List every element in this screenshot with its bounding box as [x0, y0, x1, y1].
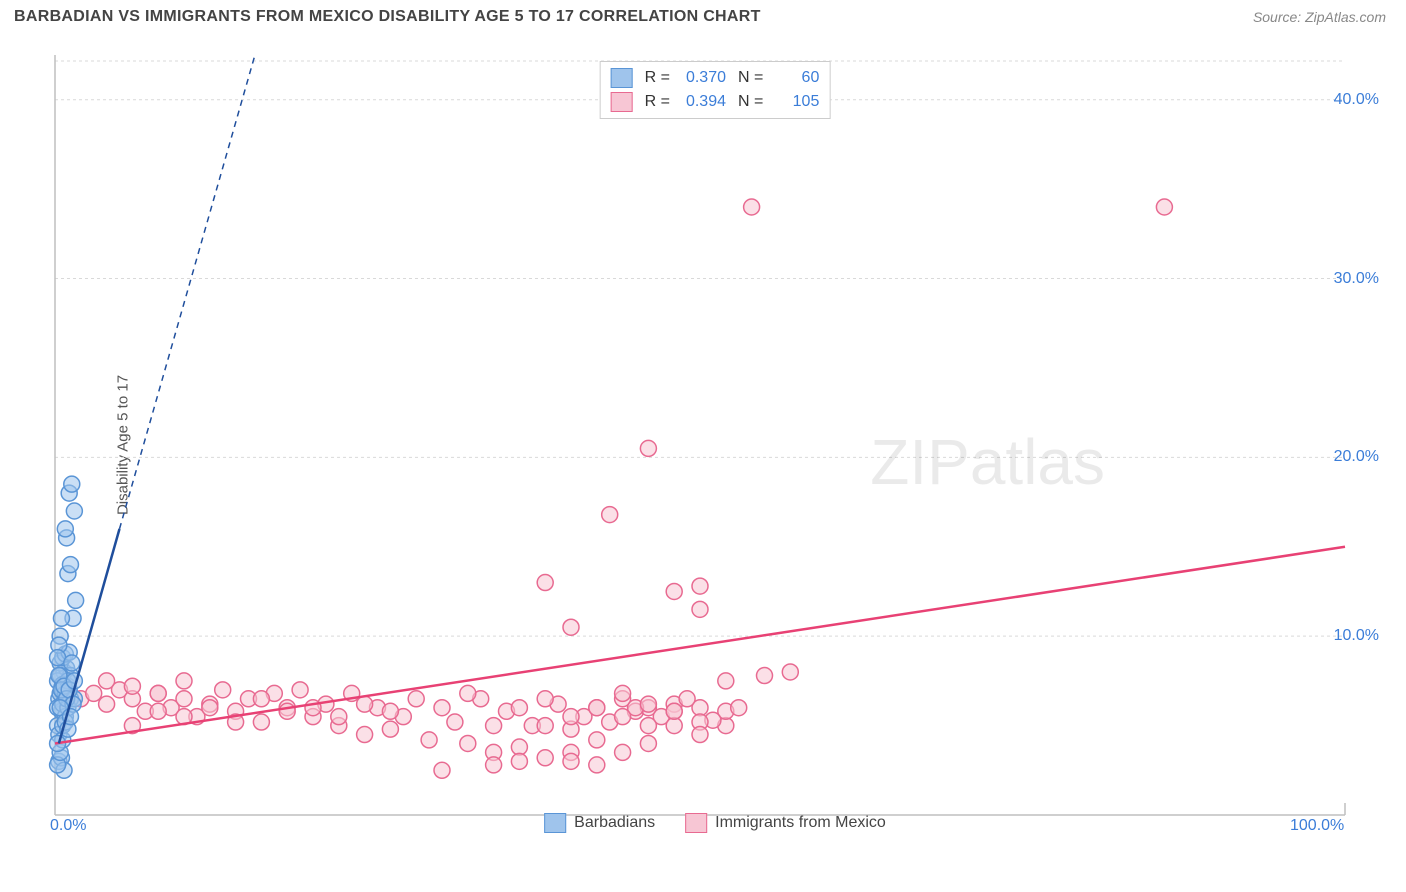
- r-value-1: 0.370: [676, 69, 726, 87]
- chart-area: Disability Age 5 to 17 ZIPatlas R = 0.37…: [45, 55, 1385, 835]
- legend-item-2: Immigrants from Mexico: [685, 813, 886, 833]
- y-tick-label: 10.0%: [1334, 627, 1379, 645]
- swatch-series-2-b: [685, 813, 707, 833]
- n-label: N =: [738, 93, 763, 111]
- source-label: Source: ZipAtlas.com: [1253, 9, 1386, 25]
- swatch-series-1: [611, 68, 633, 88]
- r-value-2: 0.394: [676, 93, 726, 111]
- x-tick-label: 0.0%: [50, 817, 86, 835]
- series-legend: Barbadians Immigrants from Mexico: [544, 813, 886, 833]
- x-tick-label: 100.0%: [1290, 817, 1344, 835]
- n-value-2: 105: [769, 93, 819, 111]
- scatter-plot: [45, 55, 1385, 835]
- swatch-series-1-b: [544, 813, 566, 833]
- series-2-name: Immigrants from Mexico: [715, 814, 886, 832]
- swatch-series-2: [611, 92, 633, 112]
- page-title: BARBADIAN VS IMMIGRANTS FROM MEXICO DISA…: [14, 8, 761, 26]
- r-label: R =: [645, 93, 670, 111]
- series-1-name: Barbadians: [574, 814, 655, 832]
- y-tick-label: 20.0%: [1334, 448, 1379, 466]
- legend-item-1: Barbadians: [544, 813, 655, 833]
- stats-row-1: R = 0.370 N = 60: [611, 66, 820, 90]
- y-tick-label: 30.0%: [1334, 270, 1379, 288]
- n-value-1: 60: [769, 69, 819, 87]
- y-tick-label: 40.0%: [1334, 91, 1379, 109]
- r-label: R =: [645, 69, 670, 87]
- stats-row-2: R = 0.394 N = 105: [611, 90, 820, 114]
- n-label: N =: [738, 69, 763, 87]
- stats-legend: R = 0.370 N = 60 R = 0.394 N = 105: [600, 61, 831, 119]
